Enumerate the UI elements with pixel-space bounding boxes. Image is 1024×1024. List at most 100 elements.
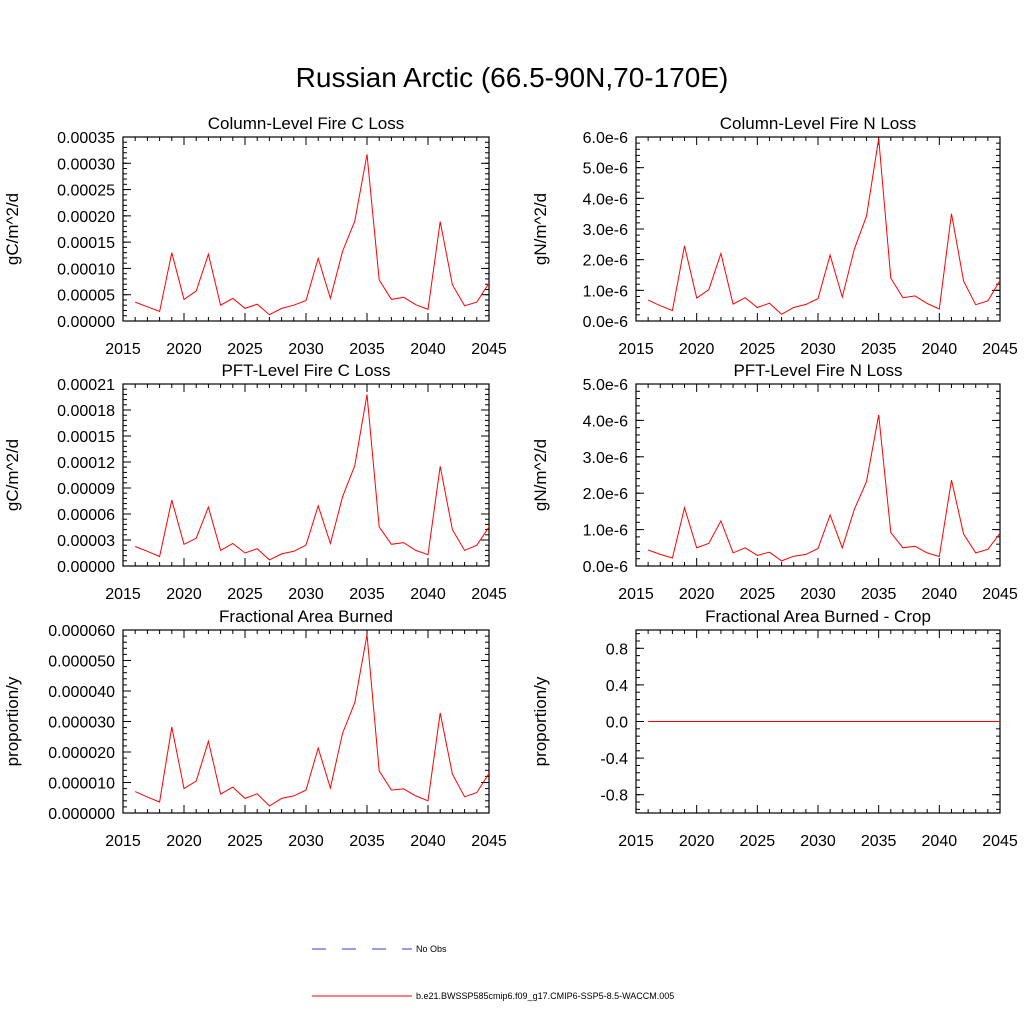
chart-panels: Column-Level Fire C Loss 2015 2020 2025 2030…: [3, 114, 1018, 850]
y-tick-label: 2.0e-6: [583, 486, 628, 503]
chart-panel-5: Fractional Area Burned 2015 2020 2025 2030 20…: [3, 607, 507, 850]
y-tick-label: 0.00020: [57, 209, 115, 226]
y-tick-label: 1.0e-6: [583, 523, 628, 540]
x-tick-label: 2015: [105, 341, 141, 358]
x-tick-label: 2020: [679, 586, 715, 603]
y-tick-label: 3.0e-6: [583, 450, 628, 467]
x-tick-label: 2020: [166, 586, 202, 603]
y-tick-label: 0.00009: [57, 481, 115, 498]
chart-panel-1: Column-Level Fire C Loss 2015 2020 2025 2030…: [3, 114, 507, 358]
x-tick-label: 2020: [679, 833, 715, 850]
y-tick-label: 5.0e-6: [583, 377, 628, 394]
x-tick-label: 2015: [618, 341, 654, 358]
x-tick-label: 2015: [105, 833, 141, 850]
x-tick-label: 2040: [410, 586, 446, 603]
y-tick-label: 0.00000: [57, 559, 115, 576]
series-line: [135, 394, 490, 561]
y-tick-label: 0.000000: [48, 806, 115, 823]
panel-title: Fractional Area Burned: [219, 607, 393, 626]
x-tick-label: 2030: [288, 586, 324, 603]
series-line: [134, 634, 490, 807]
chart-panel-6: Fractional Area Burned - Crop 2015 2020 202…: [531, 607, 1018, 850]
y-tick-label: 0.00015: [57, 235, 115, 252]
x-tick-label: 2015: [618, 833, 654, 850]
y-tick-label: 0.00035: [57, 130, 115, 147]
x-tick-label: 2020: [679, 341, 715, 358]
plot-frame: [635, 383, 1001, 567]
y-tick-label: 0.0e-6: [583, 559, 628, 576]
y-tick-label: 0.8: [606, 641, 628, 658]
y-tick-label: 0.000020: [48, 745, 115, 762]
x-tick-label: 2015: [105, 586, 141, 603]
y-tick-label: 0.000060: [48, 623, 115, 640]
series-line: [647, 414, 1001, 562]
plot-frame: [635, 136, 1001, 322]
y-tick-label: 0.4: [606, 678, 628, 695]
panel-title: Column-Level Fire N Loss: [720, 114, 917, 133]
panel-title: PFT-Level Fire C Loss: [221, 361, 390, 380]
y-tick-label: 0.00021: [57, 377, 115, 394]
x-tick-label: 2030: [800, 586, 836, 603]
x-tick-label: 2045: [471, 586, 507, 603]
legend-model-label: b.e21.BWSSP585cmip6.f09_g17.CMIP6-SSP5-8…: [416, 991, 674, 1001]
x-tick-label: 2030: [800, 833, 836, 850]
y-tick-label: 3.0e-6: [583, 222, 628, 239]
chart-panel-3: PFT-Level Fire C Loss 2015 2020 2025 2030 203…: [3, 361, 507, 603]
legend: No Obs b.e21.BWSSP585cmip6.f09_g17.CMIP6…: [312, 944, 674, 1001]
y-tick-label: 0.00006: [57, 507, 115, 524]
x-tick-label: 2045: [471, 833, 507, 850]
x-tick-label: 2035: [861, 341, 897, 358]
y-tick-label: 0.00000: [57, 314, 115, 331]
x-tick-label: 2035: [861, 586, 897, 603]
x-tick-label: 2015: [618, 586, 654, 603]
panel-title: PFT-Level Fire N Loss: [733, 361, 902, 380]
series-line: [135, 154, 490, 316]
x-tick-label: 2035: [349, 341, 385, 358]
x-tick-label: 2040: [922, 341, 958, 358]
y-tick-label: 1.0e-6: [583, 283, 628, 300]
y-axis-label: proportion/y: [3, 676, 22, 766]
y-tick-label: 0.0: [606, 715, 628, 732]
plot-frame: [122, 383, 490, 567]
x-tick-label: 2025: [227, 341, 263, 358]
x-tick-label: 2040: [922, 586, 958, 603]
x-tick-label: 2035: [349, 586, 385, 603]
x-tick-label: 2025: [740, 586, 776, 603]
y-tick-label: 5.0e-6: [583, 161, 628, 178]
y-tick-label: 0.000040: [48, 684, 115, 701]
y-tick-label: 4.0e-6: [583, 413, 628, 430]
x-tick-label: 2025: [227, 586, 263, 603]
y-axis-label: gC/m^2/d: [3, 439, 22, 511]
y-tick-label: 0.00010: [57, 261, 115, 278]
y-axis-label: proportion/y: [531, 676, 550, 766]
plot-frame: [122, 629, 490, 814]
x-tick-label: 2040: [922, 833, 958, 850]
y-tick-label: 0.00015: [57, 429, 115, 446]
y-tick-label: 0.000030: [48, 715, 115, 732]
x-tick-label: 2045: [982, 586, 1018, 603]
x-tick-label: 2035: [861, 833, 897, 850]
y-tick-label: 0.00030: [57, 156, 115, 173]
chart-panel-4: PFT-Level Fire N Loss 2015 2020 2025 2030 203…: [531, 361, 1018, 603]
x-tick-label: 2025: [740, 341, 776, 358]
y-axis-label: gN/m^2/d: [531, 193, 550, 265]
panel-title: Fractional Area Burned - Crop: [705, 607, 931, 626]
x-tick-label: 2030: [800, 341, 836, 358]
y-tick-label: 0.0e-6: [583, 314, 628, 331]
y-tick-label: 0.00018: [57, 403, 115, 420]
y-tick-label: 2.0e-6: [583, 253, 628, 270]
y-tick-label: 0.00003: [57, 533, 115, 550]
x-tick-label: 2025: [227, 833, 263, 850]
page-title: Russian Arctic (66.5-90N,70-170E): [295, 62, 729, 93]
y-tick-label: -0.8: [600, 788, 628, 805]
plot-frame: [122, 136, 490, 322]
y-tick-label: 0.00005: [57, 288, 115, 305]
x-tick-label: 2030: [288, 833, 324, 850]
x-tick-label: 2040: [410, 341, 446, 358]
x-tick-label: 2045: [982, 833, 1018, 850]
x-tick-label: 2035: [349, 833, 385, 850]
y-tick-label: -0.4: [600, 751, 628, 768]
y-tick-label: 6.0e-6: [583, 130, 628, 147]
y-tick-label: 0.00012: [57, 455, 115, 472]
